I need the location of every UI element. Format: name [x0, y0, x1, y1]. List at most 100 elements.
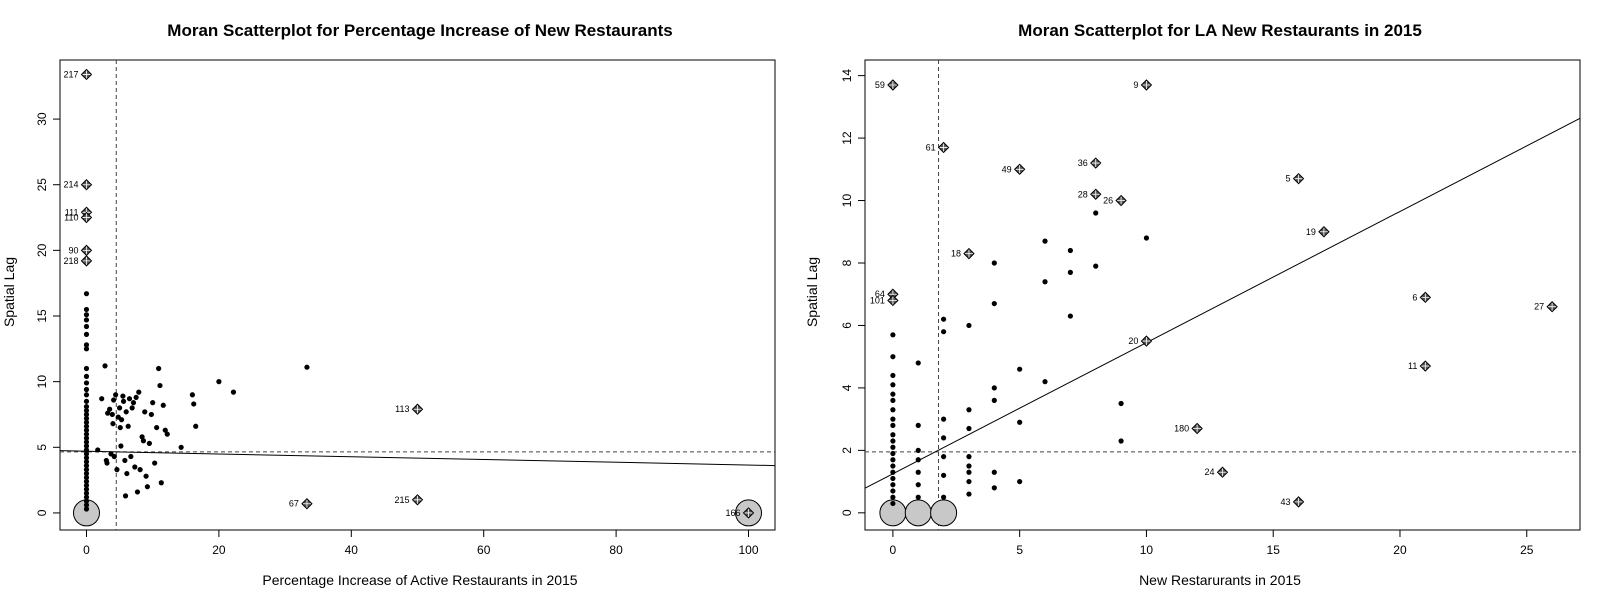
x-tick-label: 100	[739, 543, 759, 557]
y-axis-label: Spatial Lag	[1, 257, 17, 327]
data-point	[120, 398, 127, 404]
influential-point-cross	[1091, 190, 1100, 199]
data-point	[83, 342, 90, 348]
data-point	[158, 480, 164, 486]
data-point	[890, 422, 896, 428]
data-point	[111, 397, 117, 403]
data-point	[890, 450, 896, 457]
data-point	[83, 392, 90, 398]
data-point	[1017, 478, 1023, 485]
data-point	[1042, 379, 1048, 385]
data-point	[140, 438, 147, 444]
data-point	[890, 397, 896, 403]
data-point	[128, 453, 134, 460]
data-point	[114, 467, 120, 473]
data-point	[940, 435, 947, 441]
data-point	[104, 460, 110, 466]
data-point	[940, 472, 947, 478]
data-point	[132, 464, 138, 470]
data-point	[83, 502, 90, 508]
data-point	[966, 491, 972, 497]
data-point	[110, 421, 116, 427]
y-tick-label: 12	[840, 131, 854, 145]
data-point	[1067, 247, 1073, 254]
data-point	[966, 322, 972, 329]
cluster-marker	[904, 499, 932, 527]
data-point	[915, 360, 921, 366]
influential-point-cross	[744, 508, 753, 517]
y-tick-label: 2	[840, 447, 854, 454]
data-point	[129, 405, 135, 411]
data-point	[118, 443, 124, 449]
data-point	[157, 382, 163, 389]
data-point	[890, 457, 896, 463]
point-label: 166	[725, 508, 740, 518]
regression-line	[865, 117, 1580, 489]
data-point	[83, 474, 90, 481]
data-point	[890, 488, 896, 494]
data-point	[890, 432, 896, 438]
data-point	[966, 463, 972, 469]
influential-point-cross	[1015, 165, 1024, 174]
data-point	[162, 427, 168, 433]
influential-point-cross	[964, 249, 973, 258]
point-label: 11	[1408, 361, 1417, 371]
point-label: 5	[1286, 174, 1291, 184]
data-point	[991, 485, 997, 491]
data-point	[915, 457, 921, 463]
data-point	[160, 402, 166, 408]
data-point	[118, 417, 125, 423]
data-point	[890, 444, 896, 450]
data-point	[109, 411, 115, 418]
data-point	[940, 454, 947, 460]
point-label: 18	[951, 249, 961, 259]
data-point	[83, 365, 90, 372]
point-label: 217	[63, 69, 78, 79]
data-point	[83, 306, 90, 313]
data-point	[125, 423, 131, 429]
data-point	[890, 372, 896, 379]
y-tick-label: 5	[35, 444, 49, 451]
x-tick-label: 10	[1140, 543, 1154, 557]
data-point	[137, 467, 143, 473]
x-tick-label: 25	[1520, 543, 1534, 557]
data-point	[148, 411, 154, 418]
point-label: 61	[926, 142, 936, 152]
data-point	[83, 439, 90, 445]
data-point	[1067, 269, 1073, 275]
plot-frame	[59, 59, 776, 531]
panel-percentage-increase: Moran Scatterplot for Percentage Increas…	[1, 21, 776, 588]
data-point	[216, 379, 222, 385]
data-point	[940, 329, 947, 335]
data-point	[122, 457, 128, 464]
data-point	[83, 427, 90, 433]
influential-point-cross	[82, 180, 91, 189]
data-point	[890, 407, 896, 413]
data-point	[1067, 313, 1073, 319]
data-point	[1042, 279, 1048, 285]
data-point	[940, 316, 947, 322]
data-point	[915, 422, 921, 428]
point-label: 101	[870, 295, 885, 305]
data-point	[890, 438, 896, 444]
data-point	[890, 463, 896, 469]
data-point	[83, 411, 90, 418]
data-point	[991, 385, 997, 391]
data-point	[122, 493, 129, 499]
influential-point-cross	[1421, 293, 1430, 302]
influential-point-cross	[1294, 497, 1303, 506]
data-point	[890, 494, 896, 500]
data-point	[83, 435, 90, 441]
point-label: 90	[68, 245, 78, 255]
data-point	[126, 396, 133, 402]
data-point	[83, 331, 90, 337]
data-point	[83, 312, 90, 318]
data-point	[966, 407, 972, 413]
y-tick-label: 0	[840, 509, 854, 516]
data-point	[890, 382, 896, 388]
y-axis-label: Spatial Lag	[804, 257, 820, 327]
data-point	[991, 469, 997, 475]
influential-point-cross	[888, 296, 897, 305]
data-point	[966, 454, 972, 460]
